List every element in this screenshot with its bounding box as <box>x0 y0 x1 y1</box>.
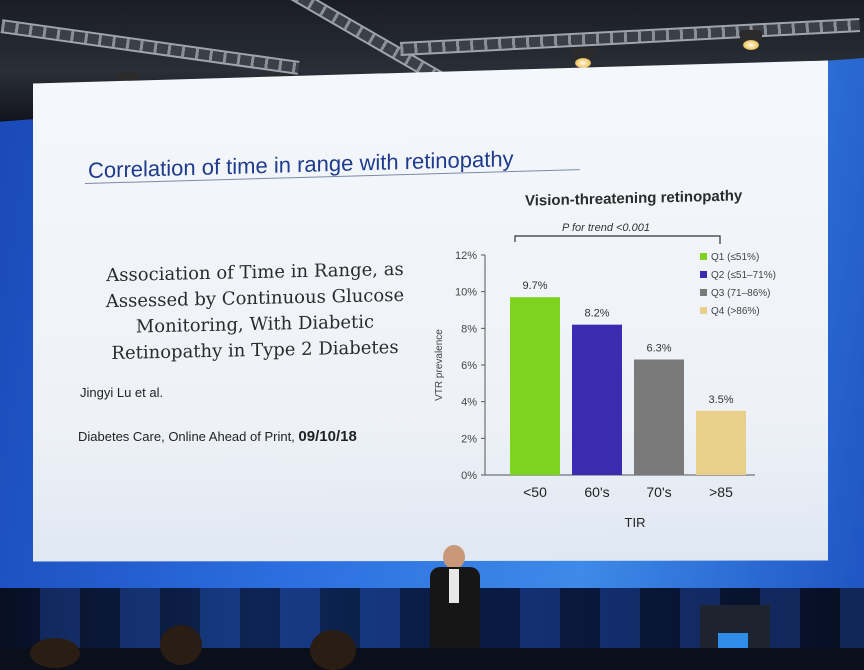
ceiling-truss <box>399 17 861 57</box>
y-tick-label: 0% <box>461 470 477 482</box>
bar-2 <box>572 324 622 475</box>
legend-entry: Q3 (71–86%) <box>711 288 770 299</box>
speaker <box>425 545 487 648</box>
audience-head <box>30 638 80 668</box>
bar-4 <box>696 410 746 475</box>
legend-swatch <box>700 253 707 260</box>
bar-1 <box>510 297 560 475</box>
ceiling-truss <box>0 19 300 75</box>
paper-author: Jingyi Lu et al. <box>80 385 164 400</box>
y-tick-label: 6% <box>461 360 477 372</box>
legend-entry: Q1 (≤51%) <box>711 252 759 263</box>
bar-value-label: 3.5% <box>708 394 733 406</box>
audience-head <box>310 630 356 670</box>
p-trend-annotation: P for trend <0.001 <box>562 222 650 234</box>
x-tick-label: <50 <box>523 484 547 500</box>
podium <box>700 605 770 648</box>
bar-value-label: 8.2% <box>584 308 609 320</box>
x-tick-label: >85 <box>709 484 733 500</box>
y-tick-label: 10% <box>455 287 477 299</box>
bar-3 <box>634 359 684 475</box>
journal-citation: Diabetes Care, Online Ahead of Print, 09… <box>78 428 357 445</box>
audience-head <box>160 625 202 665</box>
legend-swatch <box>700 289 707 296</box>
bar-chart: 0% 2% 4% 6% 8% 10% 12% VTR prevalence 9.7% <50 8.2… <box>434 235 776 530</box>
stage-light <box>740 30 762 50</box>
journal-date: 09/10/18 <box>298 428 357 445</box>
stage-light <box>572 48 594 68</box>
legend-entry: Q4 (>86%) <box>711 306 760 317</box>
y-tick-label: 2% <box>461 433 477 445</box>
bar-value-label: 6.3% <box>646 343 671 355</box>
y-tick-label: 8% <box>461 323 477 335</box>
legend-swatch <box>700 307 707 314</box>
p-trend-bracket <box>514 235 721 244</box>
y-tick-label: 12% <box>455 250 477 262</box>
x-tick-label: 70's <box>646 484 671 500</box>
paper-title: Association of Time in Range, as Assesse… <box>105 258 405 365</box>
legend-swatch <box>700 271 707 278</box>
bar-value-label: 9.7% <box>522 280 547 292</box>
x-axis-label: TIR <box>625 515 646 530</box>
legend-entry: Q2 (≤51–71%) <box>711 270 776 281</box>
journal-name: Diabetes Care, Online Ahead of Print, <box>78 429 295 444</box>
y-axis-label: VTR prevalence <box>434 329 445 401</box>
y-tick-label: 4% <box>461 397 477 409</box>
x-tick-label: 60's <box>584 484 609 500</box>
